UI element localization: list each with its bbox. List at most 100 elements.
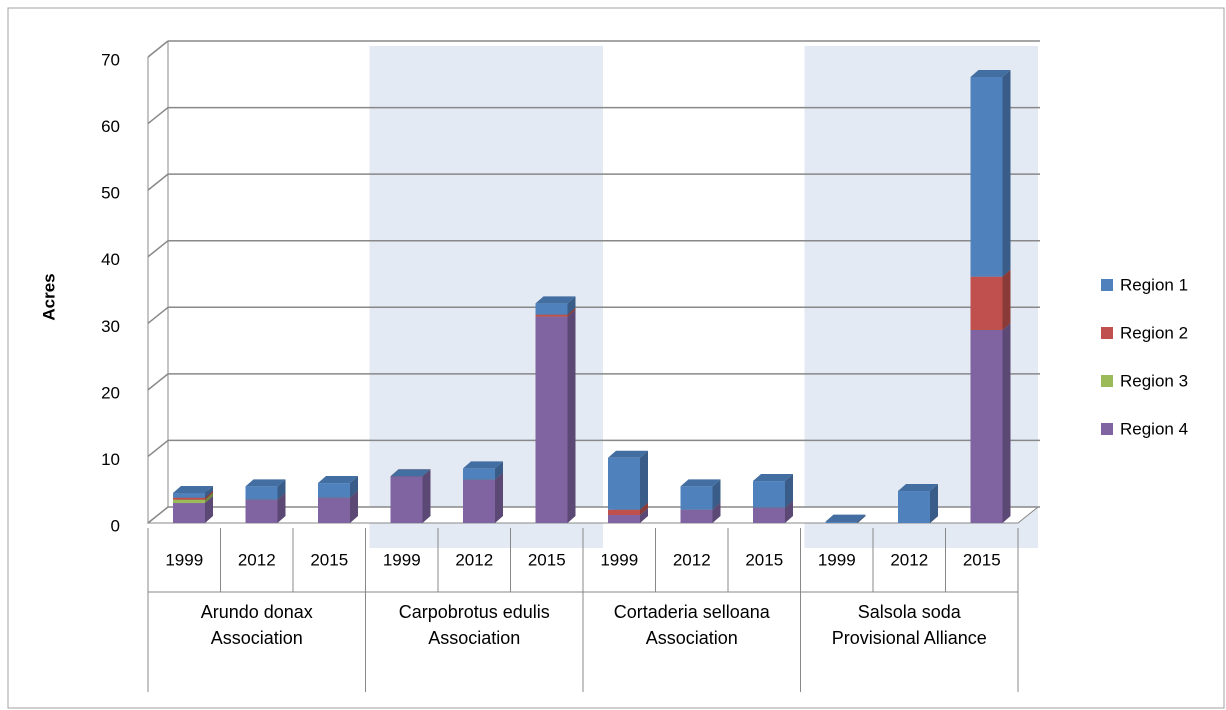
group-label: Salsola soda Provisional Alliance: [831, 602, 987, 648]
grid-line-side: [147, 506, 169, 524]
bar-side: [1002, 69, 1011, 277]
x-tick-label: 1999: [383, 550, 421, 569]
bar-top: [680, 479, 721, 487]
legend-swatch: [1101, 327, 1113, 339]
bar-side: [640, 502, 648, 516]
grid-line-side: [147, 106, 169, 125]
bar-side: [205, 490, 213, 500]
x-tick-label: 2012: [455, 550, 493, 569]
bar-side: [277, 492, 286, 523]
x-tick-label: 1999: [600, 550, 638, 569]
x-tick-label: 1999: [818, 550, 856, 569]
bar-top: [173, 486, 213, 494]
bar-segment: [318, 483, 350, 498]
y-tick-label: 50: [101, 184, 120, 203]
bar-segment: [463, 479, 495, 523]
bar-top: [463, 461, 503, 469]
bar-side: [1002, 269, 1011, 330]
bar-side: [857, 514, 866, 523]
y-tick-label: 30: [101, 317, 120, 336]
bar-top: [535, 296, 576, 304]
bar-segment: [535, 314, 568, 317]
bar-segment: [535, 303, 568, 315]
bar-segment: [825, 521, 858, 523]
bar-segment: [535, 316, 568, 523]
bar-side: [350, 476, 358, 498]
bar-segment: [970, 76, 1003, 277]
bar-segment: [608, 515, 640, 523]
bar-top: [825, 514, 866, 522]
x-tick-label: 2015: [528, 550, 566, 569]
y-axis-title: Acres: [39, 273, 58, 320]
bar-side: [205, 486, 213, 498]
bar-segment: [173, 493, 205, 498]
bar-top: [970, 69, 1011, 77]
bar-side: [205, 496, 213, 523]
group-label: Carpobrotus edulis Association: [398, 602, 550, 648]
grid-line-side: [147, 240, 169, 258]
bar-segment: [970, 329, 1003, 523]
bar-segment: [173, 503, 205, 523]
bar-segment: [463, 468, 495, 480]
bar-side: [567, 309, 576, 523]
bar-side: [495, 461, 503, 480]
bar-segment: [680, 509, 713, 523]
bar-side: [422, 469, 431, 523]
bar-side: [1002, 322, 1011, 523]
x-tick-label: 2015: [310, 550, 348, 569]
bar-side: [712, 502, 721, 523]
bar-side: [350, 490, 358, 523]
bar-segment: [608, 457, 640, 510]
grid-line-side: [147, 173, 169, 191]
legend-swatch: [1101, 423, 1113, 435]
bar-segment: [173, 499, 205, 504]
bar-side: [785, 474, 793, 508]
x-tick-label: 2015: [963, 550, 1001, 569]
grid-line-side: [147, 439, 169, 458]
bar-top: [608, 450, 648, 458]
x-tick-label: 1999: [165, 550, 203, 569]
y-tick-label: 20: [101, 383, 120, 402]
legend-label: Region 4: [1120, 419, 1188, 438]
y-tick-label: 10: [101, 450, 120, 469]
bar-segment: [390, 476, 423, 523]
bar-top: [753, 474, 793, 482]
y-tick-label: 60: [101, 117, 120, 136]
bar-side: [495, 472, 503, 523]
x-tick-label: 2012: [890, 550, 928, 569]
bar-segment: [245, 499, 278, 523]
bar-side: [567, 307, 576, 317]
x-tick-label: 2012: [673, 550, 711, 569]
legend-swatch: [1101, 375, 1113, 387]
bar-side: [785, 500, 793, 523]
bar-side: [640, 450, 648, 510]
group-label: Arundo donax Association: [200, 602, 313, 648]
grid-line-side: [147, 40, 169, 58]
bar-side: [712, 479, 721, 510]
bar-segment: [680, 486, 713, 510]
bar-side: [205, 492, 213, 504]
grid-line-side: [147, 306, 169, 324]
bar-top: [898, 484, 938, 492]
legend-label: Region 1: [1120, 275, 1188, 294]
bar-side: [567, 296, 576, 315]
bar-segment: [753, 507, 785, 523]
y-tick-label: 70: [101, 50, 120, 69]
y-tick-label: 40: [101, 250, 120, 269]
grid-line-side: [147, 373, 169, 391]
bar-segment: [753, 481, 785, 508]
bar-top: [318, 476, 358, 484]
legend-label: Region 2: [1120, 323, 1188, 342]
y-tick-label: 0: [111, 516, 120, 535]
bar-segment: [970, 276, 1003, 330]
group-label: Cortaderia selloana Association: [613, 602, 770, 648]
bar-segment: [318, 497, 350, 523]
bar-segment: [245, 486, 278, 500]
x-tick-label: 2015: [745, 550, 783, 569]
bar-side: [640, 508, 648, 523]
bar-segment: [608, 509, 640, 516]
bar-top: [245, 479, 286, 487]
bar-top: [390, 469, 431, 477]
